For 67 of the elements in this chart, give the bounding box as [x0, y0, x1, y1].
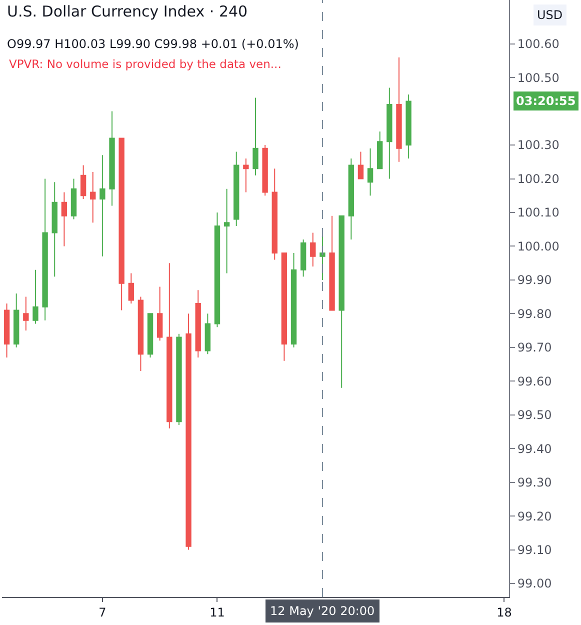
candlestick: [166, 262, 172, 429]
candlestick: [406, 94, 412, 160]
x-tick-label: 18: [496, 605, 512, 620]
x-tick-label: 11: [210, 605, 225, 620]
chart-title: U.S. Dollar Currency Index · 240: [7, 2, 248, 20]
y-tick-label: 99.50: [517, 408, 552, 422]
candlestick: [214, 212, 220, 328]
candlestick: [70, 178, 77, 220]
y-tick-label: 99.30: [517, 476, 552, 490]
y-tick-label: 99.40: [517, 442, 552, 456]
candlestick: [234, 151, 240, 226]
y-tick-label: 100.10: [517, 206, 560, 220]
candlestick: [61, 192, 68, 247]
candlestick: [90, 172, 96, 224]
candlestick: [176, 333, 182, 426]
candlestick: [80, 164, 86, 200]
x-tick-label: 12 May '20 20:00: [270, 604, 375, 618]
y-tick-label: 100.30: [517, 138, 560, 152]
text: O99.97 H100.03 L99.90 C99.98 +0.01 (+0.01%): [7, 37, 299, 52]
candlestick: [396, 56, 402, 162]
y-tick-label: 99.70: [517, 340, 552, 355]
candlestick: [377, 131, 383, 170]
y-tick-label: 100.60: [517, 37, 560, 52]
y-tick-label: 99.00: [517, 576, 552, 591]
y-axis-title: USD: [537, 8, 563, 22]
candlestick: [262, 144, 268, 196]
candlestick: [224, 188, 230, 274]
candlestick: [118, 138, 124, 311]
candlestick: [386, 87, 392, 180]
y-tick-label: 100.00: [517, 239, 560, 254]
candlestick: [14, 292, 20, 348]
annotation: VPVR: No volume is provided by the data ven...: [9, 57, 282, 71]
candlestick: [186, 313, 192, 550]
candlestick: [32, 269, 38, 324]
candlestick: [290, 252, 297, 348]
candlestick: [338, 215, 344, 388]
candlestick: [128, 272, 134, 304]
candlestick: [157, 286, 163, 342]
candlestick: [272, 168, 278, 260]
candlestick: [367, 148, 374, 196]
candlestick: [109, 110, 115, 206]
candlestick: [329, 215, 335, 311]
candlestick: [4, 303, 10, 358]
y-tick-label: 99.20: [517, 509, 552, 524]
candlestick: [358, 151, 364, 180]
candlestick: [147, 313, 154, 358]
text: 03:20:55: [516, 94, 576, 108]
candlestick: [252, 97, 258, 176]
y-tick-label: 99.60: [517, 374, 552, 388]
candlestick: [23, 296, 29, 332]
y-tick-label: 100.20: [517, 172, 560, 186]
candlestick: [348, 158, 354, 240]
candlestick: [100, 154, 106, 257]
candlestick: [195, 290, 201, 358]
candlestick: [281, 252, 288, 362]
y-tick-label: 99.10: [517, 542, 552, 557]
candlestick: [204, 313, 211, 355]
candlestick: [310, 232, 316, 267]
y-tick-label: 100.50: [517, 70, 560, 85]
candlestick: [138, 296, 144, 372]
x-tick-label: 7: [98, 605, 106, 620]
candlestick: [52, 182, 58, 278]
candlestick: [300, 238, 306, 278]
y-tick-label: 99.90: [517, 273, 552, 288]
candlestick: [243, 158, 249, 193]
candlestick: [42, 178, 48, 321]
y-tick-label: 99.80: [517, 306, 552, 321]
